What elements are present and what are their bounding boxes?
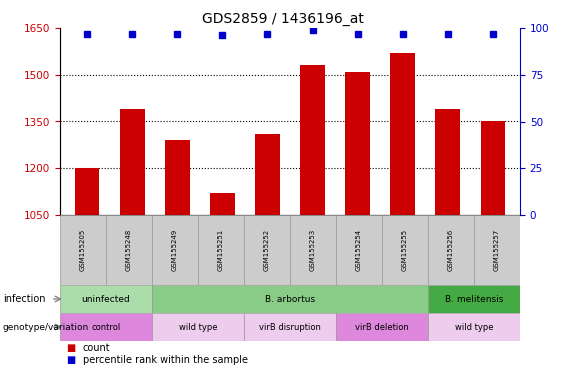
Text: GSM155205: GSM155205	[80, 229, 86, 271]
Text: GSM155251: GSM155251	[218, 229, 224, 271]
Text: ■: ■	[66, 355, 75, 365]
Text: GDS2859 / 1436196_at: GDS2859 / 1436196_at	[202, 12, 363, 26]
Text: GSM155253: GSM155253	[310, 229, 316, 271]
Bar	[481, 121, 505, 215]
Text: ■: ■	[66, 343, 75, 353]
Text: wild type: wild type	[179, 323, 218, 331]
Text: control: control	[92, 323, 120, 331]
Text: GSM155255: GSM155255	[402, 229, 408, 271]
Text: infection: infection	[3, 294, 45, 304]
Bar	[60, 215, 106, 285]
Bar	[345, 72, 370, 215]
Bar	[210, 193, 234, 215]
Bar	[152, 215, 198, 285]
Text: B. melitensis: B. melitensis	[445, 295, 503, 303]
Bar	[336, 313, 428, 341]
Text: B. arbortus: B. arbortus	[265, 295, 315, 303]
Bar	[60, 285, 152, 313]
Bar	[244, 215, 290, 285]
Text: uninfected: uninfected	[81, 295, 131, 303]
Bar	[300, 65, 325, 215]
Text: GSM155254: GSM155254	[356, 229, 362, 271]
Text: virB deletion: virB deletion	[355, 323, 409, 331]
Bar	[436, 109, 460, 215]
Bar	[244, 313, 336, 341]
Bar	[428, 285, 520, 313]
Text: GSM155256: GSM155256	[448, 229, 454, 271]
Bar	[165, 140, 190, 215]
Bar	[428, 313, 520, 341]
Text: GSM155249: GSM155249	[172, 229, 178, 271]
Text: GSM155248: GSM155248	[126, 229, 132, 271]
Text: GSM155257: GSM155257	[494, 229, 500, 271]
Bar	[255, 134, 280, 215]
Text: virB disruption: virB disruption	[259, 323, 321, 331]
Text: GSM155252: GSM155252	[264, 229, 270, 271]
Bar	[106, 215, 152, 285]
Bar	[152, 285, 428, 313]
Bar	[428, 215, 474, 285]
Bar	[474, 215, 520, 285]
Text: genotype/variation: genotype/variation	[3, 323, 89, 331]
Bar	[336, 215, 382, 285]
Bar	[75, 168, 99, 215]
Bar	[390, 53, 415, 215]
Bar	[60, 313, 152, 341]
Bar	[290, 215, 336, 285]
Bar	[152, 313, 244, 341]
Text: wild type: wild type	[455, 323, 493, 331]
Bar	[198, 215, 244, 285]
Text: percentile rank within the sample: percentile rank within the sample	[82, 355, 247, 365]
Text: count: count	[82, 343, 110, 353]
Bar	[120, 109, 145, 215]
Bar	[382, 215, 428, 285]
